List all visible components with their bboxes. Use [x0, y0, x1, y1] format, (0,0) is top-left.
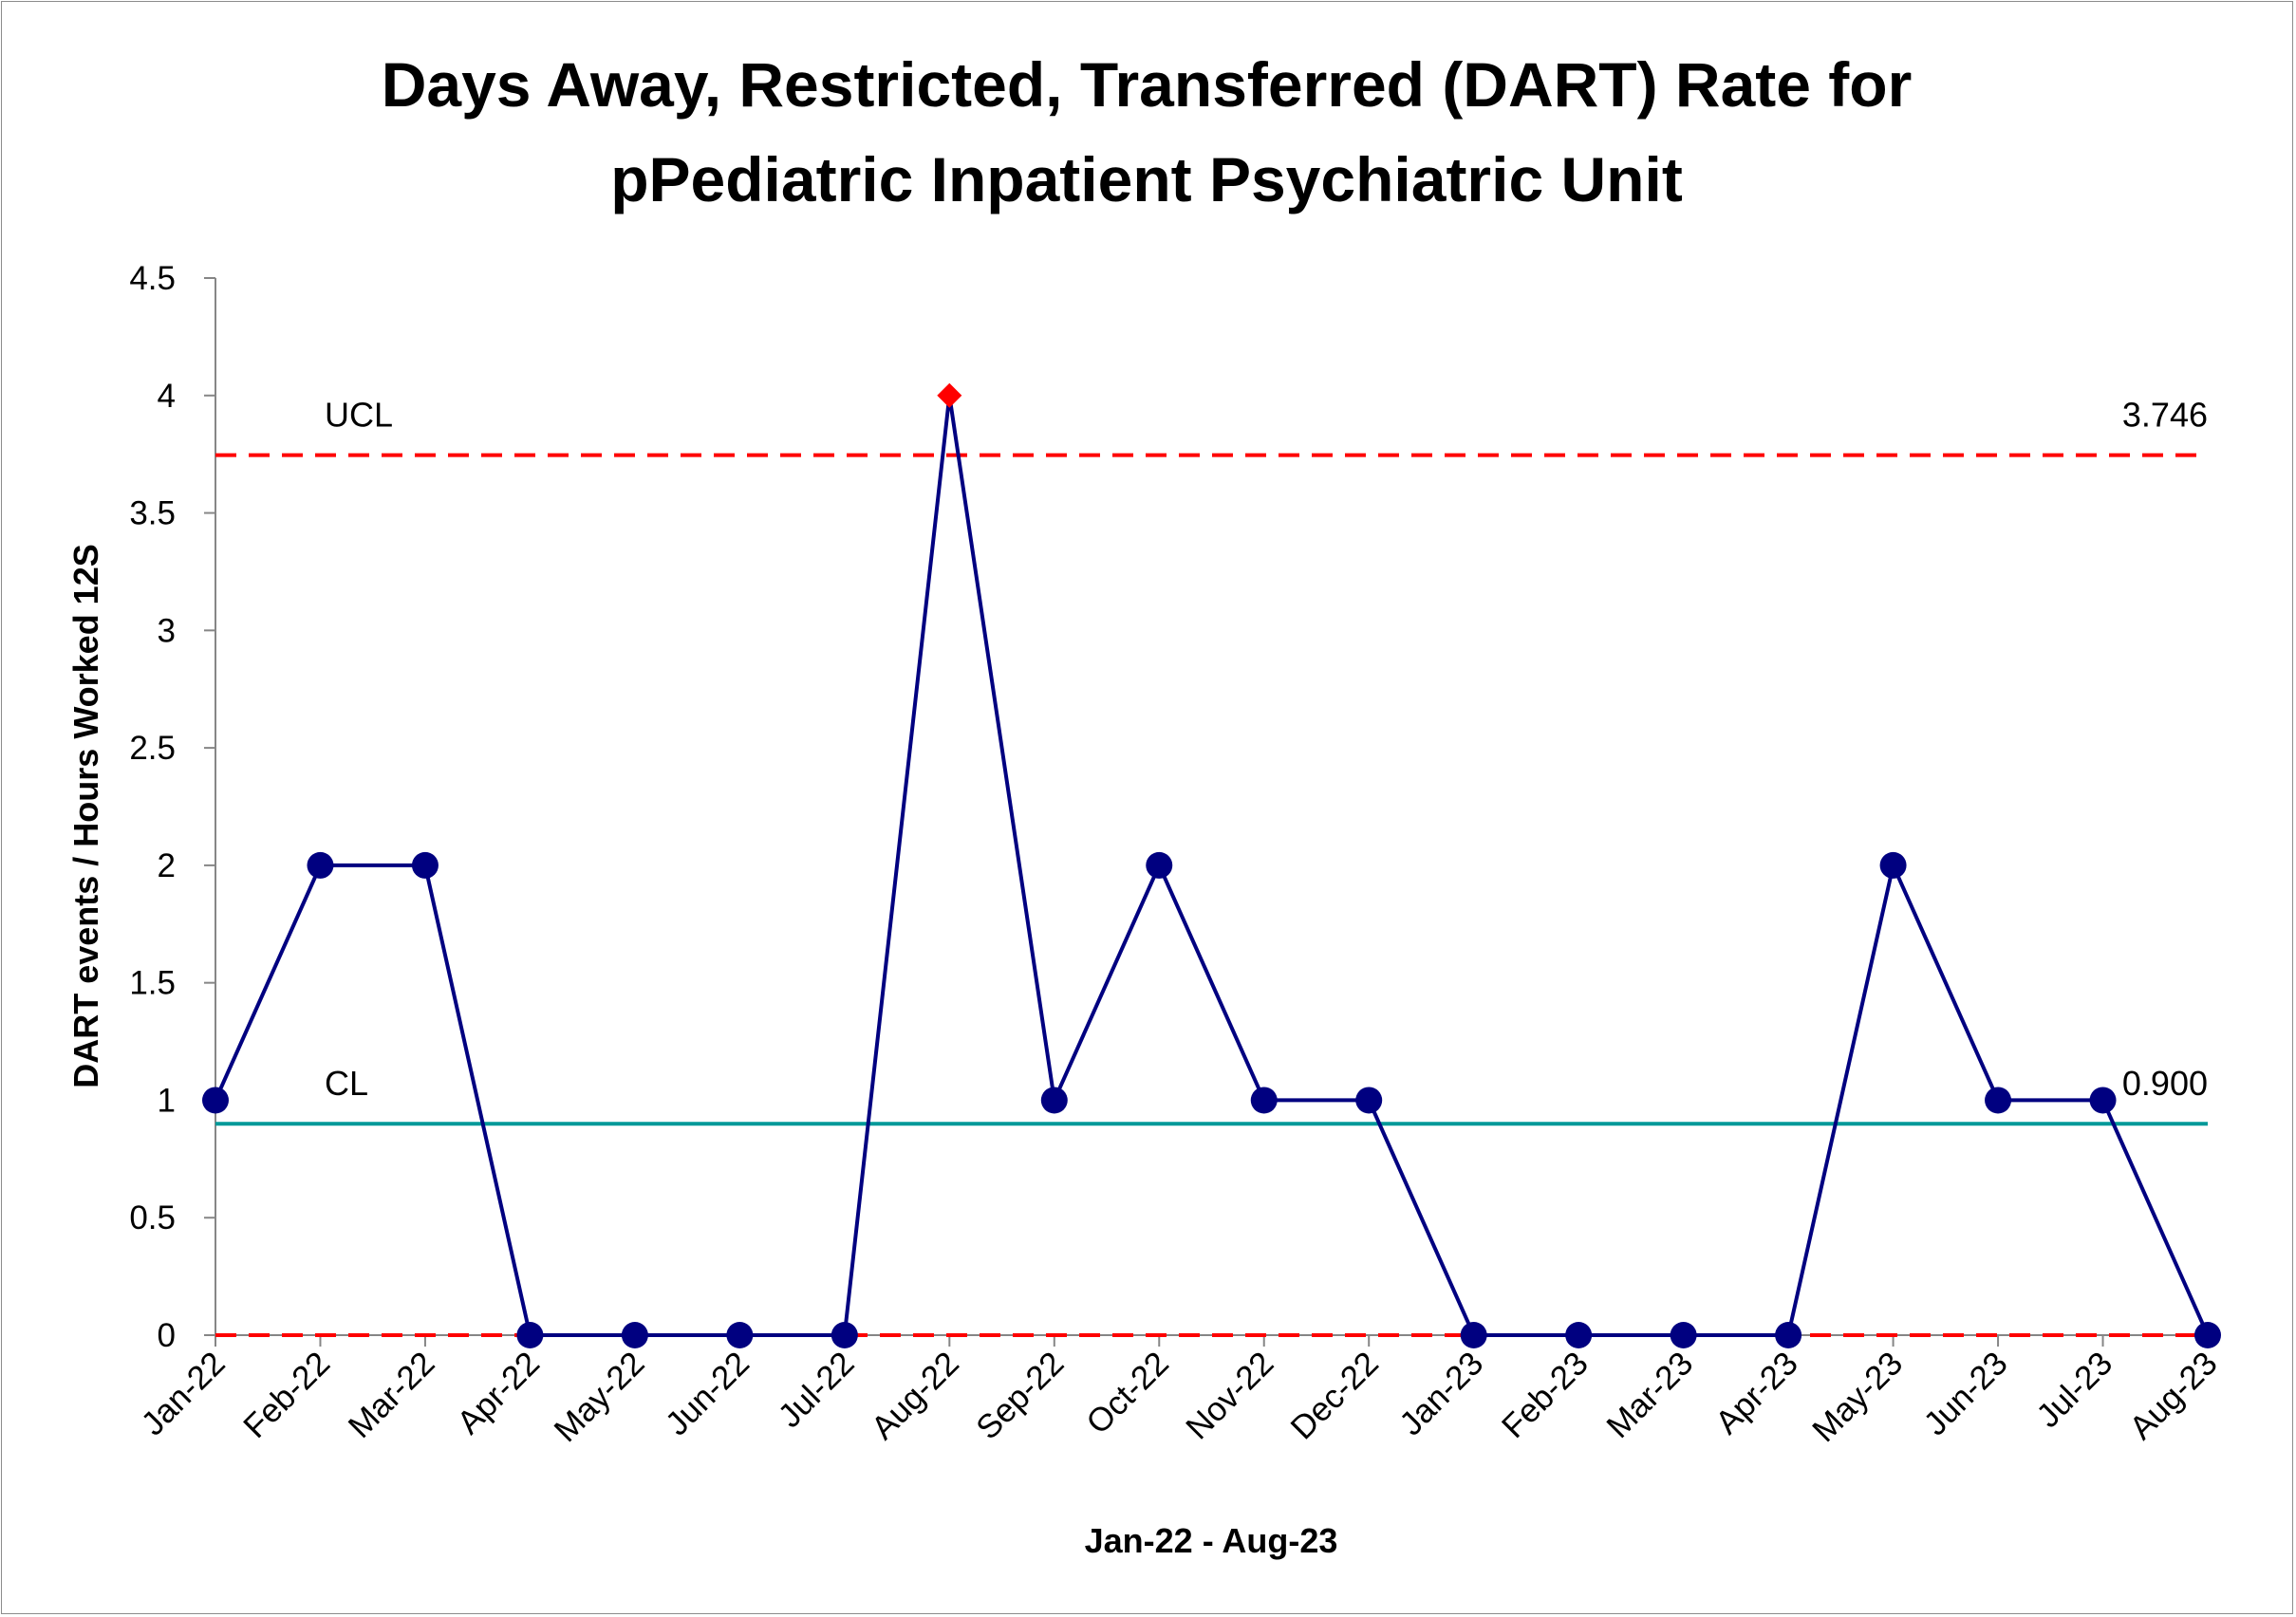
data-point — [1775, 1322, 1802, 1348]
data-point — [307, 851, 334, 879]
y-tick-label: 0 — [158, 1317, 176, 1354]
x-tick-label: Aug-23 — [2122, 1345, 2224, 1446]
axes — [204, 277, 2209, 1347]
cl-value: 0.900 — [2122, 1064, 2208, 1103]
chart-title-line-2: pPediatric Inpatient Psychiatric Unit — [610, 144, 1683, 214]
x-tick-label: Oct-22 — [1079, 1345, 1176, 1441]
data-point — [1250, 1087, 1278, 1114]
x-tick-label: Mar-22 — [342, 1345, 442, 1445]
chart-title-line-1: Days Away, Restricted, Transferred (DART… — [382, 49, 1913, 120]
x-tick-label: Aug-22 — [865, 1345, 966, 1446]
data-point — [1879, 851, 1907, 879]
data-point — [1355, 1087, 1383, 1114]
control-limits: UCL 3.746 CL 0.900 — [215, 396, 2208, 1337]
data-point — [2194, 1322, 2221, 1348]
data-point — [726, 1322, 754, 1348]
data-point — [516, 1322, 544, 1348]
x-tick-label: Dec-22 — [1284, 1345, 1386, 1446]
ucl-label: UCL — [325, 396, 393, 435]
series-line — [214, 395, 2210, 1337]
x-tick-label: Jun-22 — [659, 1345, 756, 1442]
ucl-value: 3.746 — [2122, 396, 2208, 435]
x-tick-label: Jan-23 — [1392, 1345, 1490, 1442]
x-tick-label: Jul-22 — [772, 1345, 862, 1435]
data-series — [202, 382, 2221, 1348]
x-tick-label: Feb-22 — [236, 1345, 337, 1445]
y-tick-label: 3.5 — [129, 495, 176, 532]
y-tick-label: 2 — [158, 847, 176, 884]
y-tick-label: 4.5 — [129, 260, 176, 297]
data-point — [1460, 1322, 1487, 1348]
data-point — [2089, 1087, 2117, 1114]
data-point — [1565, 1322, 1593, 1348]
x-axis-label: Jan-22 - Aug-23 — [1085, 1521, 1338, 1560]
x-tick-label: Feb-23 — [1495, 1345, 1596, 1445]
data-point — [1040, 1087, 1068, 1114]
data-point — [411, 851, 439, 879]
data-point — [1146, 851, 1173, 879]
y-axis-label: DART events / Hours Worked 12S — [66, 544, 105, 1088]
x-tick-label: May-22 — [547, 1345, 651, 1449]
x-tick-label: Jun-23 — [1916, 1345, 2014, 1442]
x-tick-label: Jul-23 — [2029, 1345, 2119, 1435]
y-tick-label: 4 — [158, 378, 176, 415]
y-tick-label: 2.5 — [129, 730, 176, 767]
x-tick-label: Sep-22 — [969, 1345, 1071, 1446]
x-tick-label: Nov-22 — [1179, 1345, 1280, 1446]
data-point — [202, 1087, 229, 1114]
cl-label: CL — [325, 1064, 368, 1103]
data-point — [831, 1322, 858, 1348]
x-tick-label: Jan-22 — [134, 1345, 232, 1442]
y-tick-label: 3 — [158, 612, 176, 649]
data-point — [621, 1322, 648, 1348]
y-tick-label: 0.5 — [129, 1199, 176, 1236]
y-tick-label: 1.5 — [129, 965, 176, 1002]
x-tick-label: May-23 — [1805, 1345, 1910, 1449]
x-tick-label: Apr-22 — [450, 1345, 547, 1441]
data-point — [1670, 1322, 1697, 1348]
x-tick-label: Mar-23 — [1599, 1345, 1700, 1445]
y-tick-label: 1 — [158, 1082, 176, 1119]
data-point-out-of-control — [937, 382, 962, 408]
data-point — [1985, 1087, 2012, 1114]
x-tick-label: Apr-23 — [1708, 1345, 1805, 1441]
